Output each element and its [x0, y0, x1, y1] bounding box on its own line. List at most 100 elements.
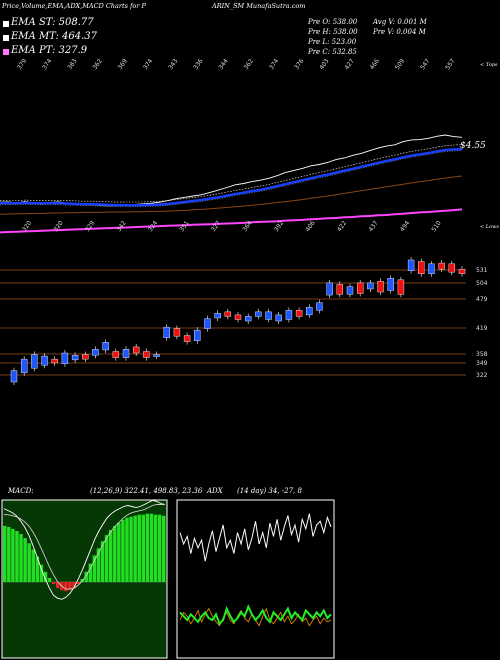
macd-hist-bar: [129, 516, 133, 582]
candle: [132, 346, 140, 354]
macd-hist-bar: [76, 582, 80, 585]
macd-hist-bar: [80, 578, 84, 582]
candle: [377, 281, 384, 293]
signal-line: [4, 504, 165, 590]
lows-label: 329: [84, 220, 96, 234]
macd-hist-bar: [157, 514, 162, 582]
macd-hist-bar: [27, 543, 31, 582]
candle: [306, 307, 313, 316]
legend-swatch-ema-pt: [3, 49, 9, 55]
legend-swatch-ema-mt: [3, 35, 9, 41]
candle: [448, 263, 456, 273]
macd-hist-bar: [64, 582, 68, 592]
macd-hist-bar: [137, 514, 141, 582]
lows-label: 494: [399, 220, 411, 234]
macd-hist-bar: [125, 517, 129, 582]
candle: [316, 302, 323, 311]
candle: [356, 282, 364, 294]
tops-label: 374: [41, 58, 53, 72]
chart-title: Price,Volume,EMA,ADX,MACD Charts for P: [2, 2, 146, 10]
adx-title: ADX: [207, 487, 223, 495]
candle: [204, 318, 211, 329]
candle: [122, 349, 130, 358]
legend-ema-mt: EMA MT: 464.37: [11, 31, 98, 42]
price-marker: $4.55: [460, 141, 486, 151]
adx-line-di-plus: [179, 513, 332, 562]
candle: [112, 351, 120, 358]
candle: [438, 262, 445, 270]
lows-label: 342: [115, 220, 127, 234]
tops-label: 509: [394, 58, 406, 72]
macd-title: MACD:: [8, 487, 34, 495]
macd-hist-bar: [43, 571, 48, 582]
macd-hist-bar: [7, 526, 11, 582]
candle: [295, 310, 303, 317]
candle: [336, 284, 344, 295]
lows-label: 327: [210, 220, 222, 234]
macd-hist-bar: [108, 529, 113, 582]
tops-tag: < Tops: [480, 62, 498, 68]
series-line-ema-short: [0, 147, 463, 207]
candle: [31, 354, 38, 369]
candle: [163, 326, 170, 338]
lows-label: 437: [367, 220, 379, 234]
candle: [326, 282, 333, 296]
macd-hist-bar: [68, 582, 72, 591]
tops-label: 403: [318, 58, 330, 72]
level-label: 349: [476, 360, 488, 367]
macd-line: [3, 499, 166, 600]
series-line-ema-mid: [0, 175, 463, 215]
legend-ema-pt: EMA PT: 327.9: [11, 45, 88, 56]
adx-panel: [176, 499, 335, 659]
macd-hist-bar: [149, 513, 154, 582]
candle: [428, 263, 435, 274]
macd-hist-bar: [96, 548, 101, 582]
macd-hist-bar: [35, 556, 40, 582]
candle: [82, 354, 89, 360]
level-label: 531: [476, 267, 488, 274]
macd-hist-bar: [15, 531, 19, 582]
adx-frame: [176, 499, 335, 659]
candle: [10, 370, 18, 383]
legend-ema-st: EMA ST: 508.77: [11, 17, 94, 28]
macd-hist-bar: [133, 515, 137, 582]
lows-tag: < Lows: [480, 224, 499, 230]
tops-label: 374: [268, 58, 280, 72]
macd-hist-bar: [55, 582, 60, 589]
candle: [367, 282, 374, 290]
candle: [407, 259, 415, 271]
candle: [285, 310, 293, 320]
macd-hist-bar: [145, 513, 150, 582]
pre-open: Pre O: 538.00: [308, 18, 358, 26]
candle: [183, 335, 191, 342]
macd-hist-bar: [31, 549, 35, 582]
pre-low: Pre L: 523.00: [308, 38, 357, 46]
candle: [214, 313, 221, 319]
macd-hist-bar: [113, 525, 117, 582]
candle: [20, 358, 28, 374]
macd-hist-bar: [141, 514, 146, 582]
candle: [61, 352, 69, 364]
candle: [346, 286, 354, 295]
legend-swatch-ema-st: [3, 21, 9, 27]
macd-hist-bar: [92, 555, 97, 582]
tops-label: 362: [92, 58, 104, 72]
ema-panel: 379 374 383 362 369 374 343 336 344 362 374 376 403 4…: [0, 58, 463, 234]
macd-hist-bar: [72, 582, 76, 589]
candle: [41, 355, 48, 366]
pre-close: Pre C: 532.85: [308, 48, 357, 56]
candle: [458, 268, 466, 274]
candle: [275, 314, 282, 322]
pre-high: Pre H: 538.00: [308, 28, 358, 36]
lows-label: 351: [178, 220, 190, 234]
candle: [51, 358, 58, 364]
macd-hist-bar: [121, 519, 125, 582]
macd-hist-bar: [153, 514, 158, 582]
candle: [143, 351, 150, 358]
tops-label: 374: [142, 58, 154, 72]
tops-label: 466: [369, 58, 381, 72]
macd-hist-bar: [88, 563, 93, 582]
tops-label: 376: [293, 58, 305, 72]
candle: [234, 314, 242, 320]
